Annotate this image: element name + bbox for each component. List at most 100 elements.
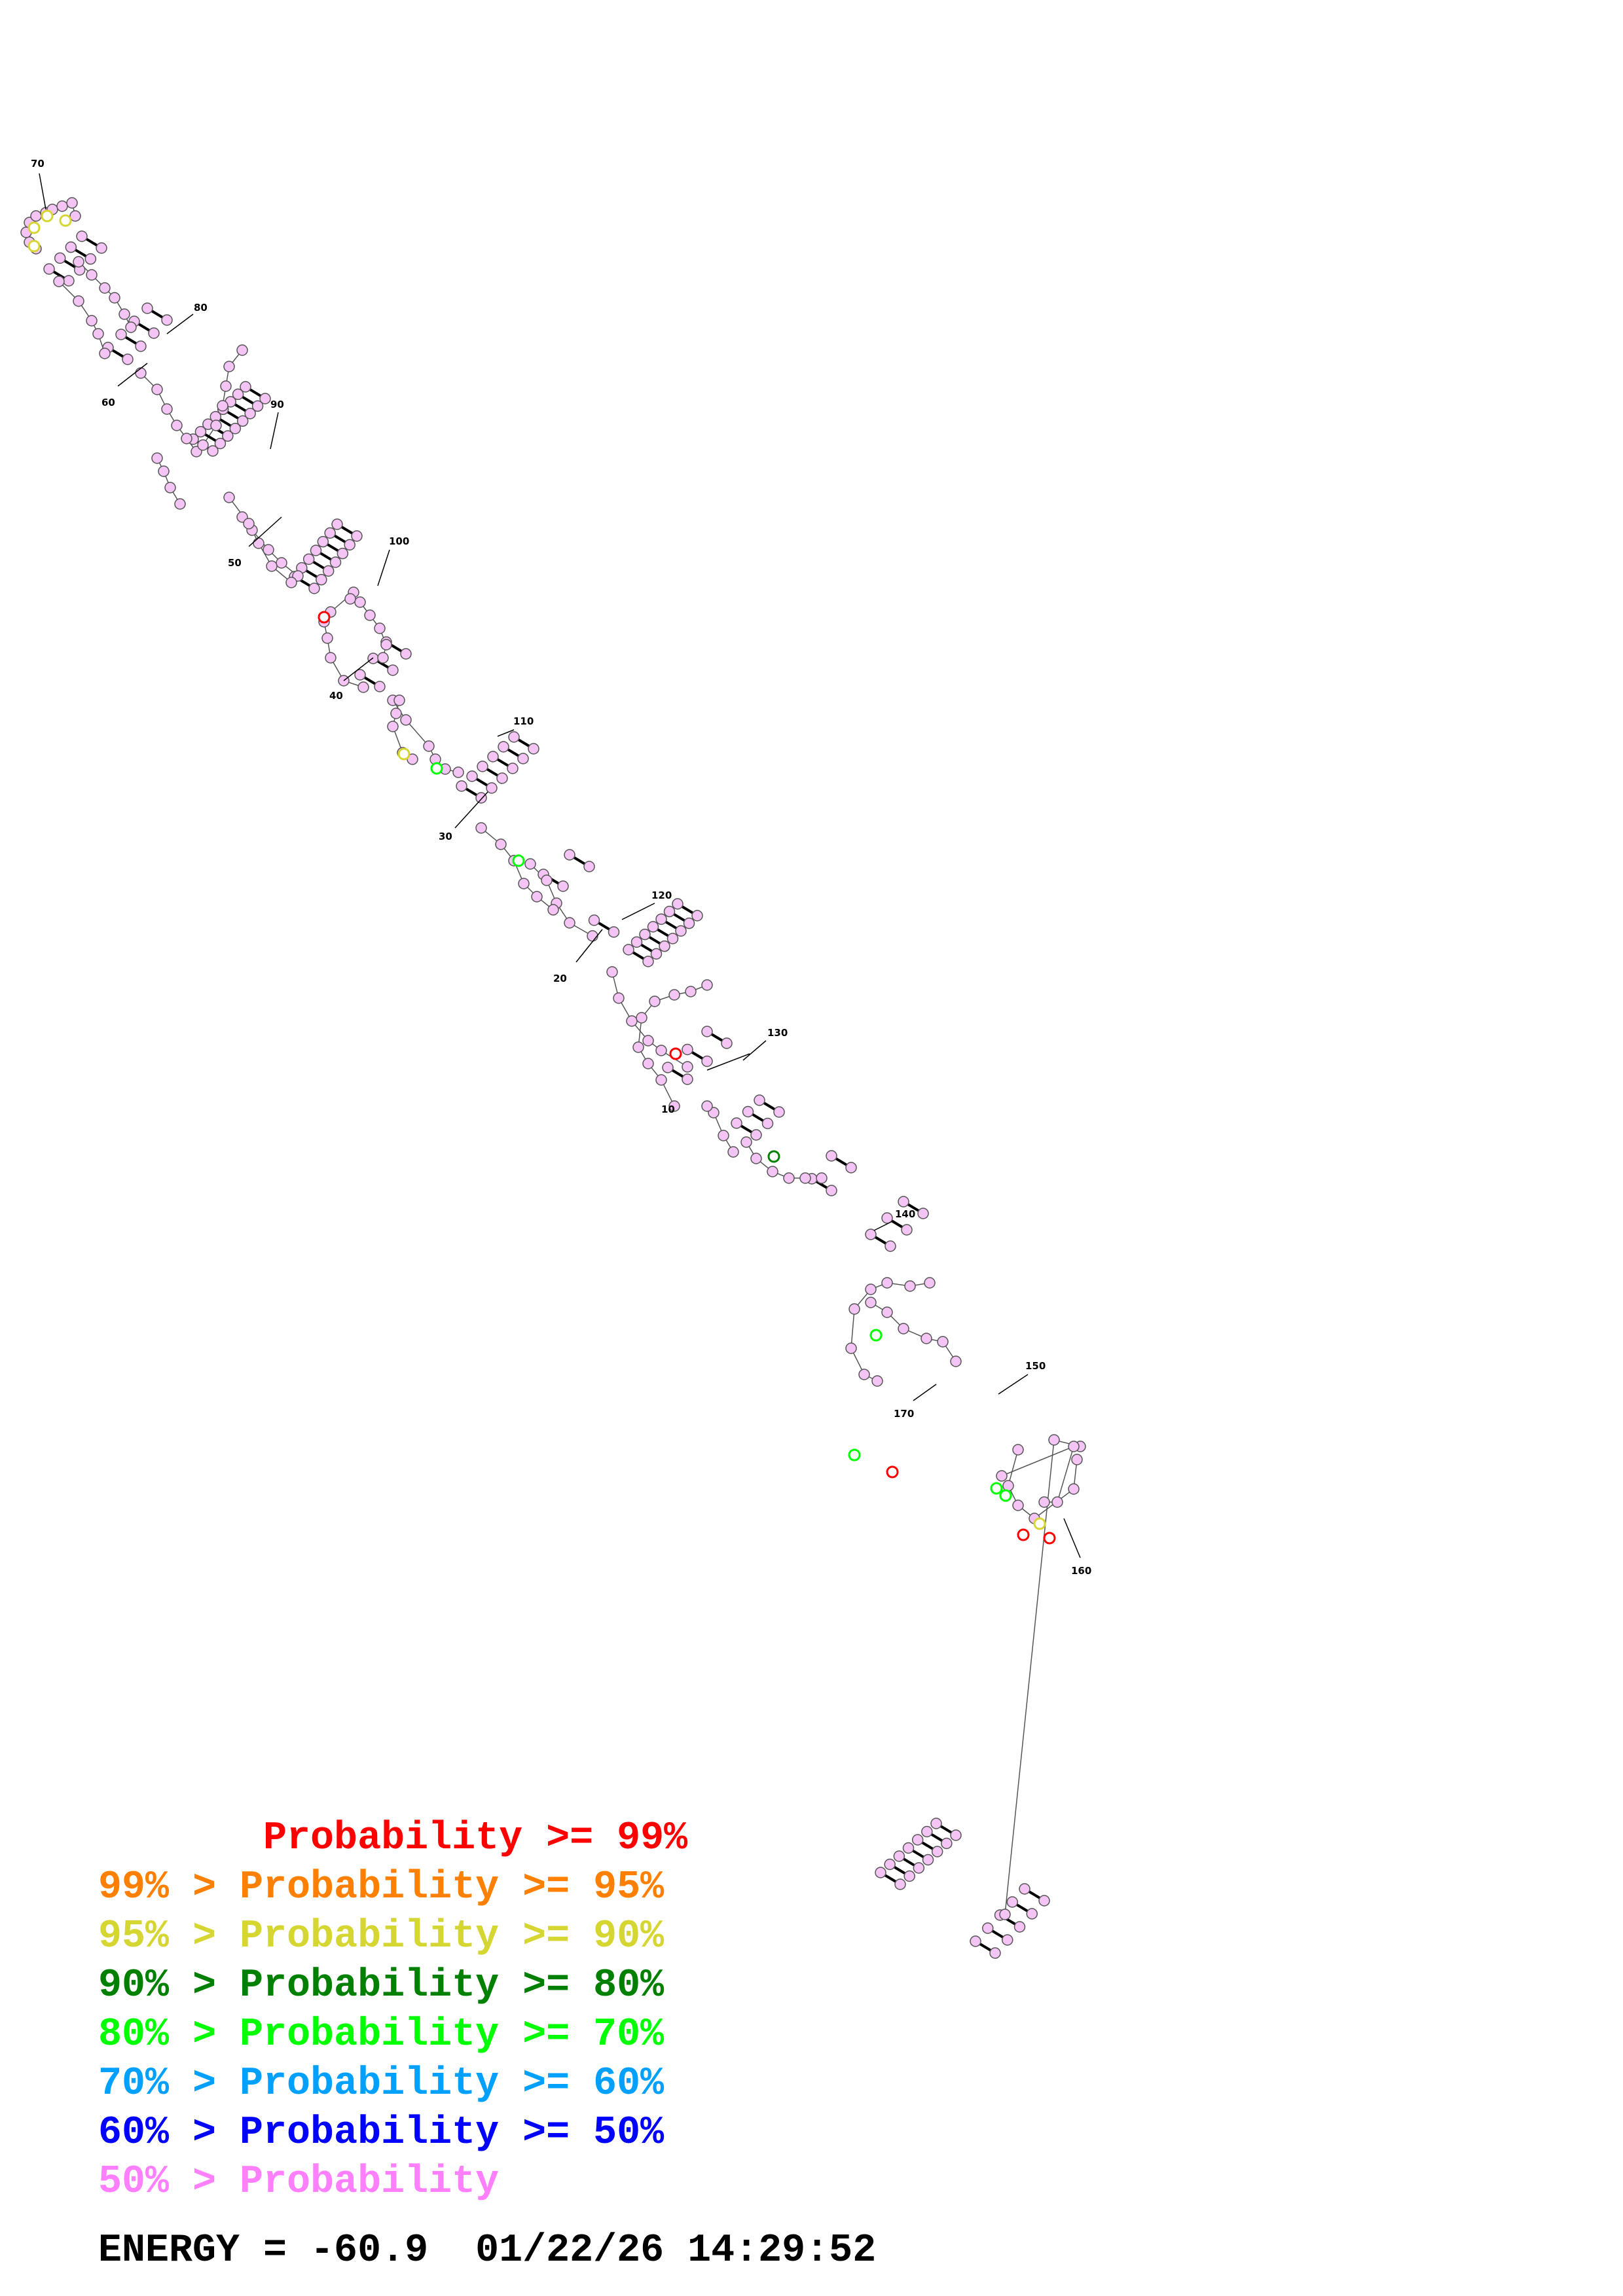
nucleotide-node xyxy=(904,1280,916,1292)
position-tick xyxy=(621,903,655,920)
nucleotide-node xyxy=(731,1117,742,1129)
nucleotide-node xyxy=(400,714,412,726)
nucleotide-node xyxy=(642,1035,654,1047)
nucleotide-node xyxy=(606,966,618,978)
nucleotide-node xyxy=(1002,1934,1013,1946)
position-tick xyxy=(248,516,282,547)
high-probability-nucleotide xyxy=(59,214,72,227)
position-tick xyxy=(575,929,603,963)
nucleotide-node xyxy=(663,905,676,918)
position-tick xyxy=(742,1040,767,1061)
nucleotide-node xyxy=(662,1062,674,1073)
nucleotide-node xyxy=(1012,1444,1024,1456)
nucleotide-node xyxy=(898,1196,909,1208)
nucleotide-node xyxy=(541,874,553,886)
nucleotide-node xyxy=(816,1172,828,1184)
nucleotide-node xyxy=(845,1342,857,1354)
nucleotide-node xyxy=(30,210,42,222)
nucleotide-node xyxy=(583,861,595,872)
nucleotide-node xyxy=(642,1058,654,1069)
nucleotide-node xyxy=(871,1375,883,1387)
high-probability-nucleotide xyxy=(669,1047,682,1060)
nucleotide-node xyxy=(773,1106,785,1118)
nucleotide-node xyxy=(1048,1434,1060,1446)
nucleotide-node xyxy=(285,577,297,588)
nucleotide-node xyxy=(999,1909,1011,1920)
nucleotide-node xyxy=(865,1297,877,1308)
nucleotide-node xyxy=(302,553,315,565)
nucleotide-node xyxy=(125,321,137,333)
nucleotide-node xyxy=(317,535,329,548)
nucleotide-node xyxy=(701,1100,713,1112)
nucleotide-node xyxy=(151,384,163,395)
nucleotide-node xyxy=(181,433,192,444)
nucleotide-node xyxy=(507,762,519,774)
position-tick xyxy=(706,1053,750,1071)
nucleotide-node xyxy=(826,1185,837,1196)
nucleotide-node xyxy=(86,315,98,327)
nucleotide-node xyxy=(701,979,713,991)
nucleotide-node xyxy=(223,492,235,503)
nucleotide-node xyxy=(931,1846,943,1857)
nucleotide-node xyxy=(344,539,356,551)
nucleotide-node xyxy=(898,1323,909,1335)
nucleotide-node xyxy=(374,622,386,634)
position-tick xyxy=(873,1220,894,1231)
backbone-segment xyxy=(58,281,105,354)
nucleotide-node xyxy=(894,1878,906,1890)
nucleotide-node xyxy=(259,393,271,404)
nucleotide-node xyxy=(1012,1499,1024,1511)
nucleotide-node xyxy=(174,498,186,510)
nucleotide-node xyxy=(76,230,88,242)
nucleotide-node xyxy=(232,388,244,401)
high-probability-nucleotide xyxy=(767,1150,780,1163)
nucleotide-node xyxy=(884,1858,896,1871)
nucleotide-node xyxy=(171,420,183,431)
position-number-label: 50 xyxy=(228,557,242,569)
nucleotide-node xyxy=(623,944,634,956)
nucleotide-node xyxy=(387,721,399,732)
nucleotide-node xyxy=(65,241,77,253)
nucleotide-node xyxy=(685,986,697,997)
nucleotide-node xyxy=(367,653,379,664)
nucleotide-node xyxy=(466,770,478,782)
legend-row-p50: 60% > Probability >= 50% xyxy=(98,2111,665,2155)
probability-legend: Probability >= 99% 99% > Probability >= … xyxy=(98,1814,687,2207)
nucleotide-node xyxy=(740,1136,752,1148)
nucleotide-node xyxy=(996,1470,1008,1482)
position-number-label: 10 xyxy=(661,1103,675,1115)
nucleotide-node xyxy=(845,1162,857,1174)
legend-row-p90: 95% > Probability >= 90% xyxy=(98,1914,665,1959)
legend-row-p80: 90% > Probability >= 80% xyxy=(98,1964,665,2008)
nucleotide-node xyxy=(875,1867,886,1878)
nucleotide-node xyxy=(207,445,219,457)
backbone-segment xyxy=(156,457,181,505)
position-number-label: 30 xyxy=(439,831,452,842)
legend-row-p99: Probability >= 99% xyxy=(98,1816,688,1861)
nucleotide-node xyxy=(380,639,392,651)
nucleotide-node xyxy=(217,400,228,412)
nucleotide-node xyxy=(1013,1921,1026,1933)
nucleotide-node xyxy=(783,1172,795,1184)
nucleotide-node xyxy=(331,518,343,530)
nucleotide-node xyxy=(66,197,78,209)
position-tick xyxy=(39,173,46,210)
high-probability-nucleotide xyxy=(869,1329,883,1342)
nucleotide-node xyxy=(109,292,120,304)
nucleotide-node xyxy=(767,1166,778,1177)
nucleotide-node xyxy=(913,1862,925,1874)
nucleotide-node xyxy=(161,403,173,415)
nucleotide-node xyxy=(229,422,242,435)
nucleotide-node xyxy=(495,838,507,850)
position-tick xyxy=(117,363,148,387)
nucleotide-node xyxy=(672,898,684,910)
position-tick xyxy=(270,412,279,450)
nucleotide-node xyxy=(1068,1441,1080,1452)
nucleotide-node xyxy=(682,1061,693,1073)
nucleotide-node xyxy=(1006,1896,1018,1908)
position-number-label: 150 xyxy=(1025,1360,1046,1372)
nucleotide-node xyxy=(475,792,487,804)
nucleotide-node xyxy=(691,910,703,922)
legend-row-p60: 70% > Probability >= 60% xyxy=(98,2062,665,2106)
nucleotide-node xyxy=(393,694,405,706)
